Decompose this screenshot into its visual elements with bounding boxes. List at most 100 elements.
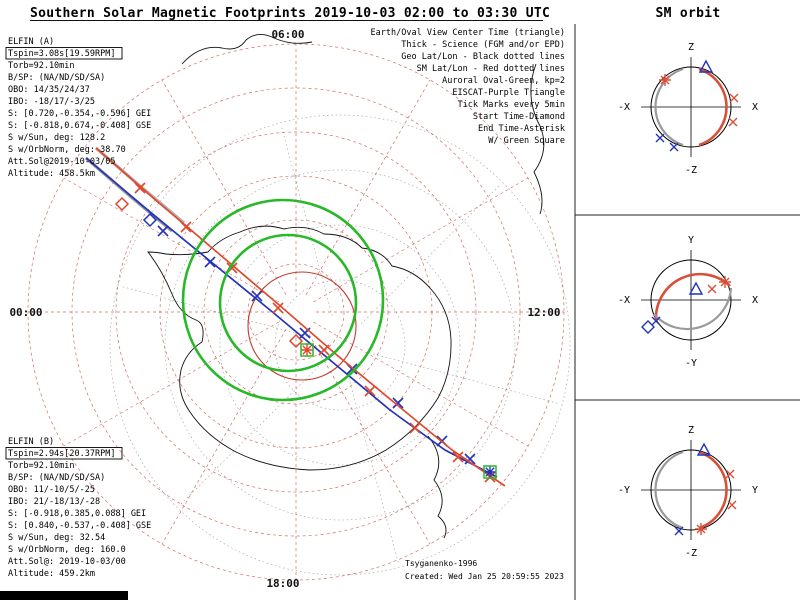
tick-x-mark [134,182,146,194]
elfin-a-info-block: ELFIN (A) Tspin=3.08s[19.59RPM] Torb=92.… [5,37,151,179]
axis-label-bottom: -Y [685,358,697,369]
elfin-a-line: Altitude: 458.5km [8,169,95,179]
elfin-a-line: ELFIN (A) [8,37,54,47]
elfin-b-line: OBO: 11/-10/5/-25 [8,485,95,495]
elfin-b-info-block: ELFIN (B) Tspin=2.94s[20.37RPM] Torb=92.… [5,437,151,579]
elfin-a-line: OBO: 14/35/24/37 [8,85,90,95]
end-green-square-marker [483,465,497,479]
axis-label-bottom: -Z [685,548,697,559]
tspin-box [5,447,123,460]
sm-mlt-radial [63,177,279,303]
antarctica-outline [147,225,452,471]
sm-mlt-radial [305,79,431,295]
legend-item: EISCAT-Purple Triangle [452,88,565,98]
orbit-arc-sunlit [654,272,731,321]
legend-item: Start Time-Diamond [473,112,565,122]
legend-item: Auroral Oval-Green, kp=2 [442,76,565,86]
elfin-b-line: ELFIN (B) [8,437,54,447]
orbit-arc-sunlit [698,67,728,147]
start-diamond-marker [142,212,158,228]
sm-latitude-circle [115,131,477,493]
axis-label-bottom: -Z [685,165,697,176]
mlt-label-bottom: 18:00 [266,577,299,590]
elfin-b-line: S: [-0.918,0.385,0.088] GEI [8,509,146,519]
tick-x-mark [364,385,376,397]
axis-label-right: Y [752,485,758,496]
sm-inner-circle [247,271,357,381]
sm-orbit-panel-yz: Z -Z -Y Y [618,425,758,559]
tick-x-mark [318,344,330,356]
taskbar-fragment [0,591,128,600]
end-asterisk [719,276,731,288]
tick-x-mark [464,453,476,465]
start-diamond-marker [288,333,304,349]
tick-x [669,142,679,152]
geo-latitude-circle [274,279,406,411]
sm-mlt-radial [313,177,529,303]
tspin-box [5,47,123,60]
axis-label-left: -X [618,295,630,306]
sm-coordinate-grid [27,43,565,581]
created-timestamp: Created: Wed Jan 25 20:59:55 2023 [405,572,564,581]
mlt-label-right: 12:00 [527,306,560,319]
tick-x-mark [251,290,263,302]
elfin-b-line: Att.Sol@: 2019-10-03/00 [8,557,126,567]
tick-x [651,316,661,326]
elfin-a-line: IBO: -18/17/-3/25 [8,97,95,107]
orbit-arc-shadow [654,450,684,530]
elfin-a-footprint [95,147,506,487]
tick-x [707,284,717,294]
geographic-grid [109,114,571,576]
orbit-arc-shadow [653,287,733,331]
axis-label-top: Z [688,425,694,436]
end-green-square-marker [300,343,314,357]
center-time-triangle [688,281,704,295]
sm-orbit-panel-xz: Z -Z -X X [618,42,758,176]
tick-x-mark [180,221,192,233]
auroral-oval-inner-kp2 [218,233,358,373]
elfin-b-line: Torb=92.10min [8,461,75,471]
legend-item: Geo Lat/Lon - Black dotted lines [401,52,565,62]
geo-longitude-line [347,373,399,564]
earth-circle [650,259,732,341]
orbit-arc-sunlit [698,450,728,530]
end-asterisk-marker [301,344,313,356]
tick-x-mark [272,302,284,314]
tick-x [674,526,684,536]
legend-item: Tick Marks every 5min [458,100,565,110]
sm-latitude-circle [247,263,345,361]
sm-orbit-title: SM orbit [655,6,720,21]
tick-x [655,133,665,143]
tick-x-mark [204,256,216,268]
start-diamond [641,320,655,334]
start-diamond-marker [114,196,130,212]
legend-item: SM Lat/Lon - Red dotted lines [417,64,565,74]
tick-x-mark [409,422,421,434]
center-time-triangle [696,442,712,456]
legend-item: Thick - Science (FGM and/or EPD) [401,40,565,50]
sm-mlt-radial [305,329,431,545]
end-asterisk [695,523,707,535]
elfin-b-line: IBO: 21/-18/13/-28 [8,497,100,507]
elfin-b-line: B/SP: (NA/ND/SD/SA) [8,473,105,483]
earth-circle [650,449,732,531]
axis-label-top: Y [688,235,694,246]
elfin-b-line: Altitude: 459.2km [8,569,95,579]
geo-longitude-line [179,365,320,506]
tick-x-mark [157,225,169,237]
elfin-b-line: Tspin=2.94s[20.37RPM] [8,449,115,459]
page-title: Southern Solar Magnetic Footprints 2019-… [30,6,550,21]
sm-mlt-radial [63,321,279,447]
geo-latitude-circle [164,169,516,521]
geo-latitude-circle [219,224,461,466]
tick-x-mark [452,451,464,463]
elfin-a-line: Torb=92.10min [8,61,75,71]
tick-x [729,93,739,103]
coastline-fragment-north [181,34,313,65]
elfin-a-line: Att.Sol@2019-10-03/05 [8,157,115,167]
elfin-b-line: S w/Sun, deg: 32.54 [8,533,105,543]
sm-latitude-circle [159,175,433,449]
tick-x [727,500,737,510]
sm-mlt-radial [313,321,529,447]
